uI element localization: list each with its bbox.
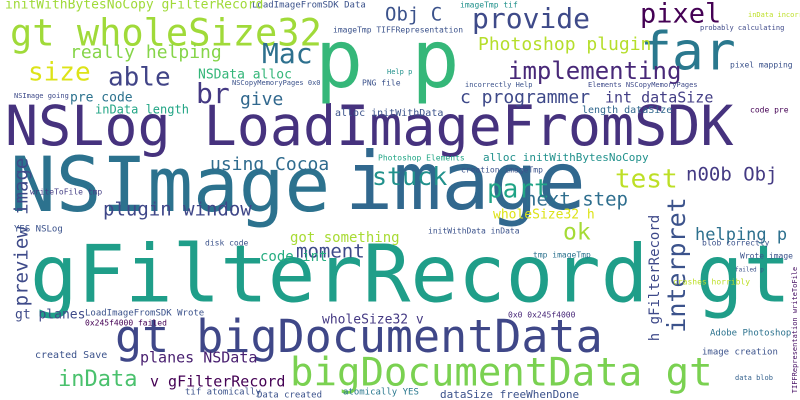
word: LoadImageFromSDK Data — [252, 1, 366, 11]
word: Photoshop Elements — [378, 154, 465, 163]
word: incorrectly Help — [465, 81, 532, 89]
word: plugin window — [103, 199, 252, 221]
word: length dataSize — [582, 105, 672, 116]
word: v gFilterRecord — [150, 373, 285, 391]
word: part — [487, 175, 550, 205]
word: writeToFile tmp — [30, 188, 102, 197]
word: Adobe Photoshop — [710, 329, 791, 339]
word: really helping — [70, 42, 222, 63]
word: size — [28, 58, 91, 88]
word: preview image — [11, 158, 33, 307]
word: failed p — [735, 267, 764, 274]
word: using Cocoa — [210, 154, 329, 175]
word: alloc initWithData — [335, 108, 443, 119]
word: YES NSLog — [14, 225, 63, 235]
word: gt planes — [15, 308, 85, 323]
word: stuck — [372, 162, 447, 191]
word: Elements NSCopyMemoryPages — [588, 81, 698, 89]
word: interpret — [662, 197, 691, 332]
word: h gFilterRecord — [647, 215, 663, 341]
word: created Save — [35, 350, 107, 361]
word: creation imageTmp — [461, 166, 543, 175]
word: helping p — [695, 225, 787, 245]
word: gt wholeSize32 — [10, 12, 322, 55]
word: wholeSize32 v — [322, 313, 424, 328]
word: c programmer — [460, 87, 590, 108]
word: gt bigDocumentData — [115, 310, 603, 363]
word: image creation — [702, 348, 778, 358]
word: pixel — [640, 0, 721, 30]
word: TIFFRepresentation writeToFile — [791, 267, 799, 393]
word: Photoshop plugin — [478, 34, 651, 55]
word: next step — [525, 189, 628, 211]
word: give — [240, 89, 283, 110]
word: 0x245f4000 failed — [85, 319, 167, 328]
word: n00b Obj — [686, 164, 778, 186]
word: tif atomically — [185, 388, 261, 398]
word: atomically YES — [343, 388, 419, 398]
word: dataSize freeWhenDone — [440, 388, 579, 400]
word: planes NSData — [140, 349, 257, 367]
word: gFilterRecord gt — [30, 228, 791, 320]
word: code pre — [750, 106, 789, 115]
word: PNG file — [362, 79, 401, 88]
word: Obj C — [385, 4, 442, 26]
word: int dataSize — [605, 89, 713, 107]
word: alloc initWithBytesNoCopy — [483, 151, 649, 164]
word: test — [615, 165, 678, 195]
word: initWithBytesNoCopy gFilterRecord — [5, 0, 263, 13]
word: inData length — [95, 103, 189, 117]
word: LoadImageFromSDK Wrote — [85, 309, 204, 319]
word: inData — [58, 367, 137, 392]
word: moment — [296, 241, 365, 263]
word: pixel mapping — [730, 61, 793, 70]
word: inData incorrectly — [748, 11, 800, 19]
word: NSImage — [10, 140, 330, 229]
word: initWithData inData — [428, 227, 520, 236]
word: Data created — [257, 391, 322, 400]
word: 0x0 0x245f4000 — [508, 311, 576, 320]
word: image — [345, 135, 586, 228]
word: code int — [260, 249, 327, 265]
word: br — [196, 77, 230, 110]
word: imageTmp TIFFRepresentation — [333, 26, 463, 35]
word: implementing — [508, 57, 681, 85]
word: NSCopyMemoryPages 0x0 — [232, 79, 321, 87]
word: Wrote image — [740, 252, 793, 261]
word: NSImage going — [14, 92, 69, 100]
word: crashes horribly — [673, 278, 750, 287]
word: data blob — [735, 374, 773, 382]
word: imageTmp tif — [460, 1, 518, 10]
word: bigDocumentData gt — [290, 351, 713, 396]
word: able — [108, 63, 171, 93]
word: blob correctly — [702, 239, 770, 248]
word: pre code — [70, 91, 133, 106]
word: far — [640, 22, 736, 83]
word: disk code — [205, 239, 249, 248]
word: wholeSize32 h — [493, 208, 595, 223]
word: got something — [290, 230, 400, 246]
word: Help p — [387, 68, 412, 76]
word: provide — [472, 2, 590, 35]
word: ok — [563, 220, 591, 246]
word: tmp imageTmp — [533, 251, 591, 260]
word: NSLog LoadImageFromSDK — [5, 94, 733, 158]
word: NSData alloc — [198, 68, 292, 83]
word: probably calculating — [700, 24, 784, 32]
word: Mac — [262, 37, 313, 70]
word: p p — [315, 13, 460, 106]
